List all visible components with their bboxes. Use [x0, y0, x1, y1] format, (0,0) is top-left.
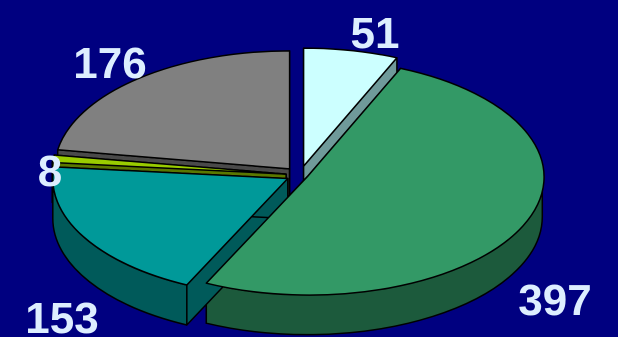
data-label-51: 51 — [351, 9, 400, 58]
data-label-153: 153 — [25, 294, 98, 337]
data-labels: 51 397 153 8 176 — [25, 9, 591, 337]
slice-tops — [51, 47, 545, 296]
slice-51 — [302, 47, 398, 167]
slice-8 — [51, 154, 287, 175]
data-label-8: 8 — [38, 147, 62, 196]
slice-397 — [205, 67, 545, 296]
data-label-397: 397 — [518, 276, 591, 325]
data-label-176: 176 — [73, 39, 146, 88]
slice-176 — [56, 50, 291, 170]
slice-153 — [52, 166, 289, 286]
